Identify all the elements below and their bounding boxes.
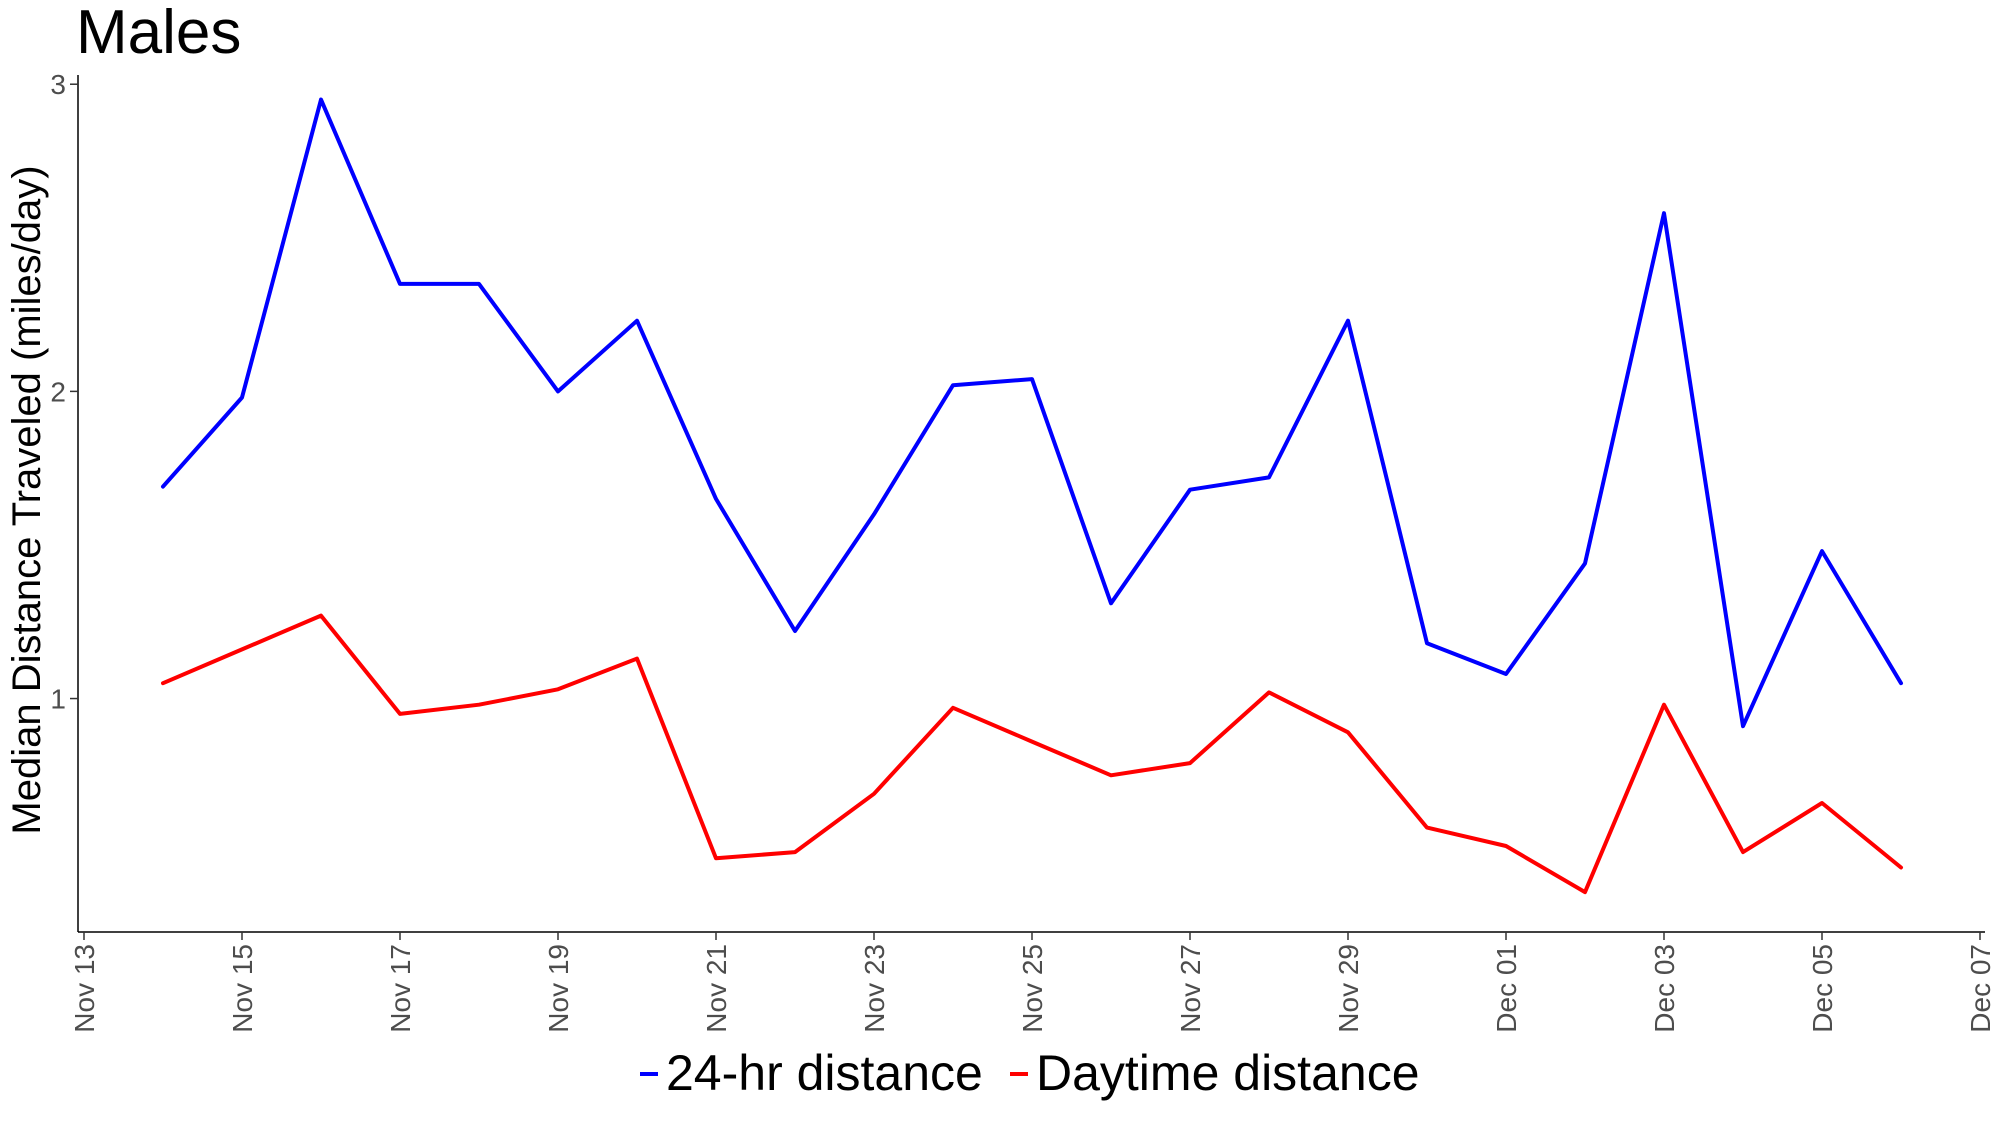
y-axis-label: Median Distance Traveled (miles/day) <box>5 165 49 834</box>
x-axis-ticks: Nov 13 Nov 15 Nov 17 Nov 19 Nov 21 Nov 23 Nov … <box>69 932 1996 1033</box>
chart-title: Males <box>76 0 241 67</box>
x-tick-label: Dec 01 <box>1491 944 1522 1033</box>
x-tick-label: Dec 07 <box>1965 944 1996 1033</box>
x-tick-label: Nov 15 <box>227 944 258 1033</box>
x-tick-label: Nov 25 <box>1017 944 1048 1033</box>
y-axis-ticks: 1 2 3 <box>50 69 78 715</box>
x-tick-label: Nov 13 <box>69 944 100 1033</box>
x-tick-label: Nov 17 <box>385 944 416 1033</box>
x-tick-label: Nov 29 <box>1333 944 1364 1033</box>
y-tick-label: 1 <box>50 684 66 715</box>
x-tick-label: Nov 19 <box>543 944 574 1033</box>
x-tick-label: Nov 27 <box>1175 944 1206 1033</box>
y-tick-label: 3 <box>50 69 66 100</box>
x-tick-label: Nov 23 <box>859 944 890 1033</box>
y-tick-label: 2 <box>50 376 66 407</box>
legend: 24-hr distance Daytime distance <box>640 1045 1420 1101</box>
series-lines <box>161 97 1903 895</box>
series-line-daytime-distance <box>161 613 1903 895</box>
legend-label-daytime-distance: Daytime distance <box>1036 1045 1420 1101</box>
x-tick-label: Nov 21 <box>701 944 732 1033</box>
legend-label-24hr-distance: 24-hr distance <box>666 1045 983 1101</box>
series-line-24hr-distance <box>161 97 1903 729</box>
x-tick-label: Dec 03 <box>1649 944 1680 1033</box>
x-tick-label: Dec 05 <box>1807 944 1838 1033</box>
